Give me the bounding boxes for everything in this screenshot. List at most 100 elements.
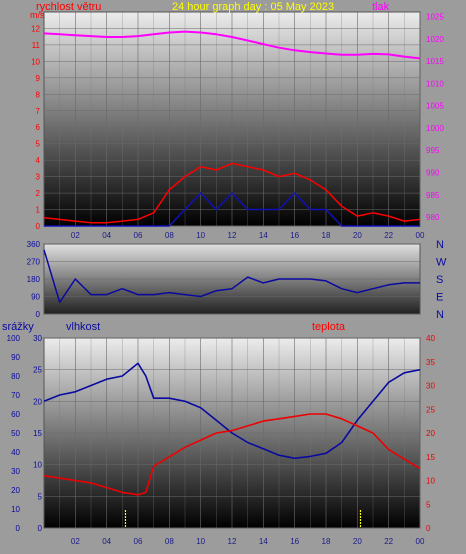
axis-tick-label: 35 bbox=[426, 358, 435, 367]
axis-tick-label: 40 bbox=[426, 334, 435, 343]
axis-tick-label: 5 bbox=[426, 500, 431, 509]
axis-tick-label: 12 bbox=[31, 24, 40, 33]
time-tick-label: 02 bbox=[71, 537, 80, 546]
axis-tick-label: 10 bbox=[426, 477, 435, 486]
axis-tick-label: 25 bbox=[33, 366, 42, 375]
wind-direction-grid bbox=[44, 243, 420, 315]
wind-pressure-time-axis: 02 04 06 08 10 12 14 16 18 20 22 00 bbox=[71, 231, 425, 240]
humidity-axis: 0 5 10 15 20 25 30 bbox=[33, 334, 42, 533]
axis-tick-label: 180 bbox=[27, 275, 41, 284]
time-tick-label: 14 bbox=[259, 537, 268, 546]
axis-tick-label: 0 bbox=[16, 524, 21, 533]
time-tick-label: 04 bbox=[102, 231, 111, 240]
time-tick-label: 16 bbox=[290, 537, 299, 546]
humidity-temperature-grid bbox=[44, 337, 421, 529]
time-tick-label: 00 bbox=[416, 537, 425, 546]
time-tick-label: 12 bbox=[228, 537, 237, 546]
wind-unit-label: m/s bbox=[30, 10, 45, 20]
time-tick-label: 10 bbox=[196, 231, 205, 240]
axis-tick-label: 7 bbox=[36, 107, 41, 116]
time-tick-label: 08 bbox=[165, 537, 174, 546]
rain-label: srážky bbox=[2, 321, 34, 333]
axis-tick-label: 5 bbox=[38, 492, 43, 501]
pressure-axis: 980 985 990 995 1000 1005 1010 1015 1020 1025 bbox=[426, 12, 444, 222]
axis-tick-label: 10 bbox=[33, 461, 42, 470]
axis-tick-label: 270 bbox=[27, 258, 41, 267]
axis-tick-label: 70 bbox=[11, 391, 20, 400]
axis-tick-label: 1015 bbox=[426, 57, 444, 66]
axis-tick-label: 9 bbox=[36, 74, 41, 83]
humidity-temperature-time-axis: 02 04 06 08 10 12 14 16 18 20 22 00 bbox=[71, 537, 425, 546]
axis-tick-label: 1010 bbox=[426, 79, 444, 88]
wind-line bbox=[43, 162, 421, 224]
time-tick-label: 20 bbox=[353, 231, 362, 240]
time-tick-label: 18 bbox=[322, 537, 331, 546]
axis-tick-label: 360 bbox=[27, 240, 41, 249]
time-tick-label: 20 bbox=[353, 537, 362, 546]
axis-tick-label: 20 bbox=[11, 486, 20, 495]
compass-label: N bbox=[436, 309, 444, 321]
temperature-line bbox=[43, 413, 421, 496]
axis-tick-label: 90 bbox=[11, 353, 20, 362]
direction-line bbox=[43, 249, 420, 304]
axis-tick-label: 995 bbox=[426, 146, 440, 155]
axis-tick-label: 11 bbox=[32, 41, 41, 50]
wind-direction-axis: 0 90 180 270 360 bbox=[27, 240, 41, 319]
axis-tick-label: 0 bbox=[36, 222, 41, 231]
axis-tick-label: 1000 bbox=[426, 124, 444, 133]
axis-tick-label: 100 bbox=[7, 334, 21, 343]
axis-tick-label: 1005 bbox=[426, 102, 444, 111]
axis-tick-label: 10 bbox=[31, 57, 40, 66]
axis-tick-label: 0 bbox=[38, 524, 43, 533]
axis-tick-label: 1 bbox=[36, 206, 41, 215]
axis-tick-label: 985 bbox=[426, 191, 440, 200]
time-tick-label: 18 bbox=[322, 231, 331, 240]
time-tick-label: 16 bbox=[290, 231, 299, 240]
time-tick-label: 06 bbox=[134, 537, 143, 546]
temperature-axis: 0 5 10 15 20 25 30 35 40 bbox=[426, 334, 435, 533]
axis-tick-label: 3 bbox=[36, 173, 41, 182]
axis-tick-label: 30 bbox=[11, 467, 20, 476]
axis-tick-label: 30 bbox=[33, 334, 42, 343]
wind-pressure-grid bbox=[44, 12, 421, 227]
axis-tick-label: 20 bbox=[33, 397, 42, 406]
time-tick-label: 08 bbox=[165, 231, 174, 240]
axis-tick-label: 20 bbox=[426, 429, 435, 438]
wind-speed-label: rychlost větru bbox=[36, 1, 101, 13]
time-tick-label: 14 bbox=[259, 231, 268, 240]
time-tick-label: 12 bbox=[228, 231, 237, 240]
time-tick-label: 22 bbox=[384, 231, 393, 240]
axis-tick-label: 50 bbox=[11, 429, 20, 438]
axis-tick-label: 25 bbox=[426, 405, 435, 414]
time-tick-label: 00 bbox=[416, 231, 425, 240]
time-tick-label: 22 bbox=[384, 537, 393, 546]
axis-tick-label: 10 bbox=[11, 505, 20, 514]
wind-pressure-series bbox=[43, 30, 421, 227]
humidity-label: vlhkost bbox=[66, 321, 100, 333]
chart-title: 24 hour graph day : 05 May 2023 bbox=[172, 1, 334, 13]
axis-tick-label: 90 bbox=[31, 293, 40, 302]
pressure-line bbox=[43, 30, 421, 60]
temperature-label: teplota bbox=[312, 321, 346, 333]
axis-tick-label: 40 bbox=[11, 448, 20, 457]
humidity-temperature-series bbox=[43, 362, 421, 528]
gust-line bbox=[44, 192, 420, 227]
axis-tick-label: 980 bbox=[426, 213, 440, 222]
rain-axis: 0 10 20 30 40 50 60 70 80 90 100 bbox=[7, 334, 21, 533]
axis-tick-label: 990 bbox=[426, 169, 440, 178]
time-tick-label: 02 bbox=[71, 231, 80, 240]
axis-tick-label: 0 bbox=[426, 524, 431, 533]
axis-tick-label: 4 bbox=[36, 156, 41, 165]
axis-tick-label: 30 bbox=[426, 382, 435, 391]
compass-label: E bbox=[436, 292, 443, 304]
pressure-label: tlak bbox=[372, 1, 390, 13]
time-tick-label: 06 bbox=[134, 231, 143, 240]
time-tick-label: 04 bbox=[102, 537, 111, 546]
axis-tick-label: 8 bbox=[36, 90, 41, 99]
axis-tick-label: 5 bbox=[36, 140, 41, 149]
axis-tick-label: 80 bbox=[11, 372, 20, 381]
axis-tick-label: 60 bbox=[11, 410, 20, 419]
